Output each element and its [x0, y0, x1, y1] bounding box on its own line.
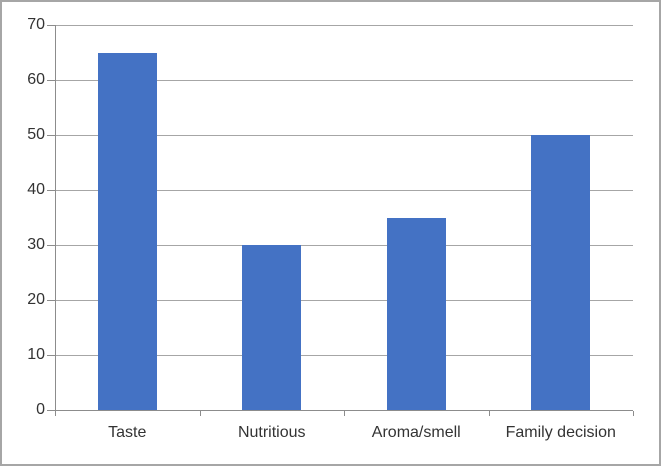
y-axis-tick-label: 30: [27, 236, 45, 253]
bar-family-decision[interactable]: [531, 135, 591, 410]
gridline-50: [55, 135, 633, 136]
y-axis-tick-label: 60: [27, 71, 45, 88]
x-axis-tick-0: [55, 411, 56, 416]
x-axis-line: [47, 410, 633, 411]
x-axis-tick-4: [633, 411, 634, 416]
x-axis-tick-3: [488, 411, 490, 416]
y-axis-line: [55, 25, 56, 410]
bar-aroma-smell[interactable]: [386, 217, 446, 410]
bar-nutritious[interactable]: [242, 245, 302, 410]
gridline-70: [55, 25, 633, 26]
y-axis-tick-40: [47, 190, 55, 191]
bar-taste[interactable]: [97, 52, 157, 410]
x-axis-category-label: Taste: [108, 424, 147, 441]
x-axis-category-label: Family decision: [505, 424, 616, 441]
x-axis-tick-2: [344, 411, 345, 416]
x-axis-category-label: Aroma/smell: [371, 424, 461, 441]
y-axis-tick-30: [47, 245, 55, 246]
y-axis-tick-20: [47, 300, 55, 301]
y-axis-tick-label: 70: [27, 16, 45, 33]
y-axis-tick-label: 10: [27, 346, 45, 363]
gridline-40: [55, 190, 633, 191]
y-axis-tick-10: [47, 355, 55, 356]
y-axis-tick-label: 20: [27, 291, 45, 308]
gridline-10: [55, 355, 633, 356]
y-axis-tick-label: 40: [27, 181, 45, 198]
y-axis-tick-60: [47, 80, 55, 81]
y-axis-tick-label: 0: [36, 401, 45, 418]
y-axis-tick-label: 50: [27, 126, 45, 143]
x-axis-tick-1: [199, 411, 201, 416]
gridline-60: [55, 80, 633, 81]
x-axis-category-label: Nutritious: [237, 424, 306, 441]
y-axis-tick-70: [47, 25, 55, 26]
gridline-20: [55, 300, 633, 301]
gridline-30: [55, 245, 633, 246]
y-axis-tick-50: [47, 135, 55, 136]
